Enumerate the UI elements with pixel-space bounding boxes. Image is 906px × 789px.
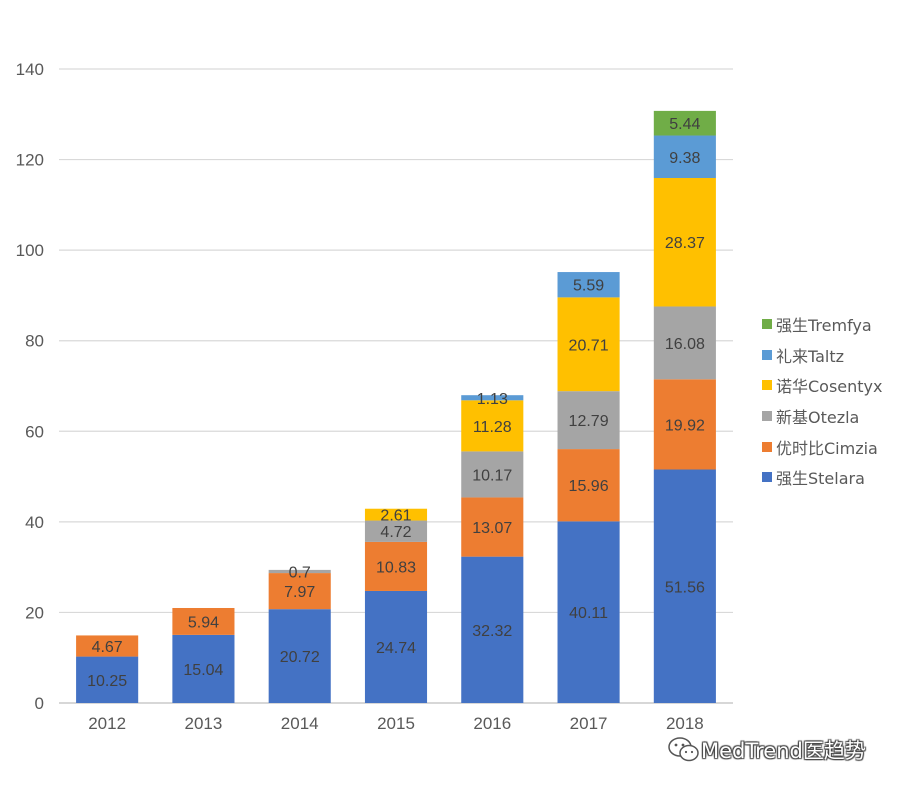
legend-swatch xyxy=(762,472,772,483)
bar-segments xyxy=(76,110,716,703)
bar-segment xyxy=(653,469,716,703)
data-label: 5.59 xyxy=(573,278,604,295)
x-tick-label: 2014 xyxy=(281,714,319,733)
x-tick-label: 2012 xyxy=(88,714,126,733)
y-tick-label: 140 xyxy=(16,60,44,79)
watermark-text: MedTrend医趋势 xyxy=(701,739,866,763)
y-tick-label: 40 xyxy=(25,513,44,532)
data-label: 10.25 xyxy=(87,673,127,690)
bar-segment xyxy=(461,400,524,452)
data-label: 51.56 xyxy=(665,579,705,596)
legend-swatch xyxy=(762,349,772,360)
data-labels: 10.25 4.67 15.04 5.94 20.72 7.97 0.7 24.74 10.83… xyxy=(87,116,705,690)
bar-segment xyxy=(268,609,331,703)
bar-segment xyxy=(557,521,620,703)
x-tick-label: 2018 xyxy=(666,714,704,733)
data-label: 15.96 xyxy=(569,478,609,495)
bar-segment xyxy=(557,391,620,450)
y-tick-label: 80 xyxy=(25,332,44,351)
y-tick-label: 120 xyxy=(16,151,44,170)
bar-segment xyxy=(557,272,620,298)
bar-segment xyxy=(461,556,524,703)
legend-label: 新基Otezla xyxy=(776,408,860,428)
wechat-icon xyxy=(668,737,699,762)
legend-label: 诺华Cosentyx xyxy=(776,377,883,397)
legend-item: 礼来Taltz xyxy=(762,340,883,371)
bar-segment xyxy=(172,607,235,635)
bar-segment xyxy=(461,395,524,401)
bar-segment xyxy=(76,635,139,657)
bar-segment xyxy=(364,590,428,703)
y-tick-label: 20 xyxy=(25,603,44,622)
data-label: 5.94 xyxy=(188,614,219,631)
data-label: 20.71 xyxy=(569,337,609,354)
bar-segment xyxy=(461,451,524,498)
data-label: 4.67 xyxy=(92,639,123,656)
legend-swatch xyxy=(762,411,772,422)
legend-swatch xyxy=(762,319,772,330)
bar-segment xyxy=(268,569,331,574)
data-label: 2.61 xyxy=(380,508,411,525)
y-tick-label: 60 xyxy=(25,422,44,441)
legend-item: 强生Tremfya xyxy=(762,309,883,340)
data-label: 5.44 xyxy=(669,116,700,133)
data-label: 32.32 xyxy=(472,623,512,640)
data-label: 16.08 xyxy=(665,336,705,353)
x-axis: 2012 2013 2014 2015 2016 2017 2018 xyxy=(88,714,704,733)
data-label: 13.07 xyxy=(472,520,512,537)
legend-label: 优时比Cimzia xyxy=(776,438,878,458)
legend-item: 新基Otezla xyxy=(762,401,883,432)
bar-segment xyxy=(172,634,235,703)
data-label: 12.79 xyxy=(569,413,609,430)
y-tick-label: 0 xyxy=(35,694,44,713)
bar-segment xyxy=(653,379,716,470)
data-label: 24.74 xyxy=(376,640,416,657)
y-tick-label: 100 xyxy=(16,241,44,260)
data-label: 10.83 xyxy=(376,559,416,576)
bar-segment xyxy=(653,110,716,136)
x-tick-label: 2016 xyxy=(473,714,511,733)
bar-segment xyxy=(653,306,716,380)
data-label: 40.11 xyxy=(569,605,608,622)
data-label: 20.72 xyxy=(280,649,320,666)
data-label: 10.17 xyxy=(472,467,512,484)
legend-swatch xyxy=(762,441,772,452)
bar-segment xyxy=(653,178,716,307)
legend-swatch xyxy=(762,380,772,391)
bar-segment xyxy=(461,497,524,557)
legend-item: 诺华Cosentyx xyxy=(762,370,883,401)
bar-segment xyxy=(268,573,331,610)
data-label: 1.13 xyxy=(477,391,508,408)
legend-label: 强生Stelara xyxy=(776,469,865,489)
bar-segment xyxy=(364,508,428,521)
legend-label: 强生Tremfya xyxy=(776,316,872,336)
watermark: MedTrend医趋势 xyxy=(667,735,866,765)
bar-segment xyxy=(364,520,428,542)
x-tick-label: 2013 xyxy=(185,714,223,733)
bar-segment xyxy=(76,656,139,703)
data-label: 19.92 xyxy=(665,417,705,434)
data-label: 11.28 xyxy=(473,419,512,436)
legend-item: 优时比Cimzia xyxy=(762,431,883,462)
legend-label: 礼来Taltz xyxy=(776,346,845,366)
data-label: 9.38 xyxy=(669,150,700,167)
bar-segment xyxy=(557,449,620,522)
y-axis: 0 20 40 60 80 100 120 140 xyxy=(16,60,44,713)
data-label: 7.97 xyxy=(284,584,315,601)
legend-item: 强生Stelara xyxy=(762,462,883,493)
data-label: 15.04 xyxy=(183,662,223,679)
bar-segment xyxy=(653,135,716,179)
data-label: 28.37 xyxy=(665,235,705,252)
x-tick-label: 2015 xyxy=(377,714,415,733)
x-tick-label: 2017 xyxy=(570,714,608,733)
legend: 强生Tremfya 礼来Taltz 诺华Cosentyx 新基Otezla 优时比Cim… xyxy=(762,309,883,493)
bar-segment xyxy=(364,541,428,591)
data-label: 4.72 xyxy=(380,524,411,541)
data-label: 0.7 xyxy=(289,564,311,581)
bar-segment xyxy=(557,297,620,392)
